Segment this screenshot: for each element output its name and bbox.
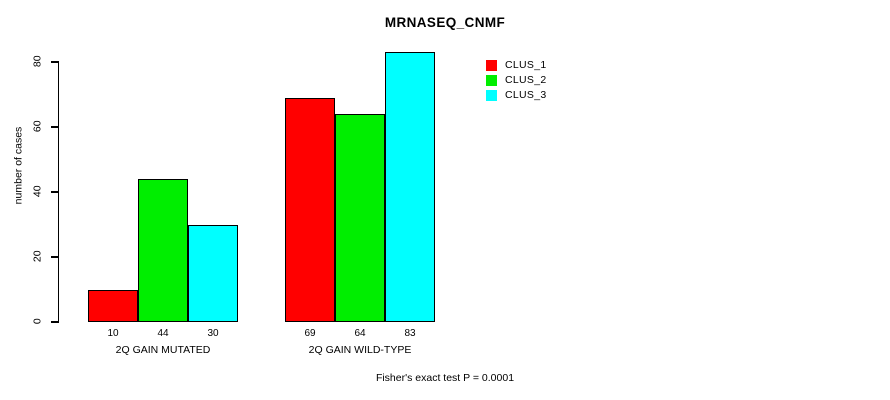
bar-value-label: 44 — [157, 328, 169, 339]
bar — [188, 224, 238, 322]
x-axis-group-label: 2Q GAIN WILD-TYPE — [308, 344, 412, 356]
bar-value-label: 30 — [207, 328, 219, 339]
page-title: MRNASEQ_CNMF — [384, 15, 506, 30]
legend-item-label: CLUS_2 — [505, 74, 547, 86]
bar — [138, 179, 188, 322]
bar — [385, 52, 435, 322]
bar — [88, 289, 138, 322]
x-axis-group-label: 2Q GAIN MUTATED — [115, 344, 211, 356]
legend-color-swatch — [486, 75, 497, 86]
bar — [335, 114, 385, 322]
bar — [285, 97, 335, 322]
bar-value-label: 69 — [304, 328, 316, 339]
y-axis-tick — [51, 61, 59, 63]
legend-item-label: CLUS_1 — [505, 59, 547, 71]
legend-color-swatch — [486, 60, 497, 71]
legend-color-swatch — [486, 90, 497, 101]
y-axis-tick — [51, 126, 59, 128]
bar-value-label: 10 — [107, 328, 119, 339]
bar-value-label: 64 — [354, 328, 366, 339]
y-axis-tick — [51, 256, 59, 258]
bar-value-label: 83 — [404, 328, 416, 339]
y-axis-tick — [51, 321, 59, 323]
y-axis-tick — [51, 191, 59, 193]
legend-item-label: CLUS_3 — [505, 89, 547, 101]
statistical-test-annotation: Fisher's exact test P = 0.0001 — [375, 372, 515, 384]
